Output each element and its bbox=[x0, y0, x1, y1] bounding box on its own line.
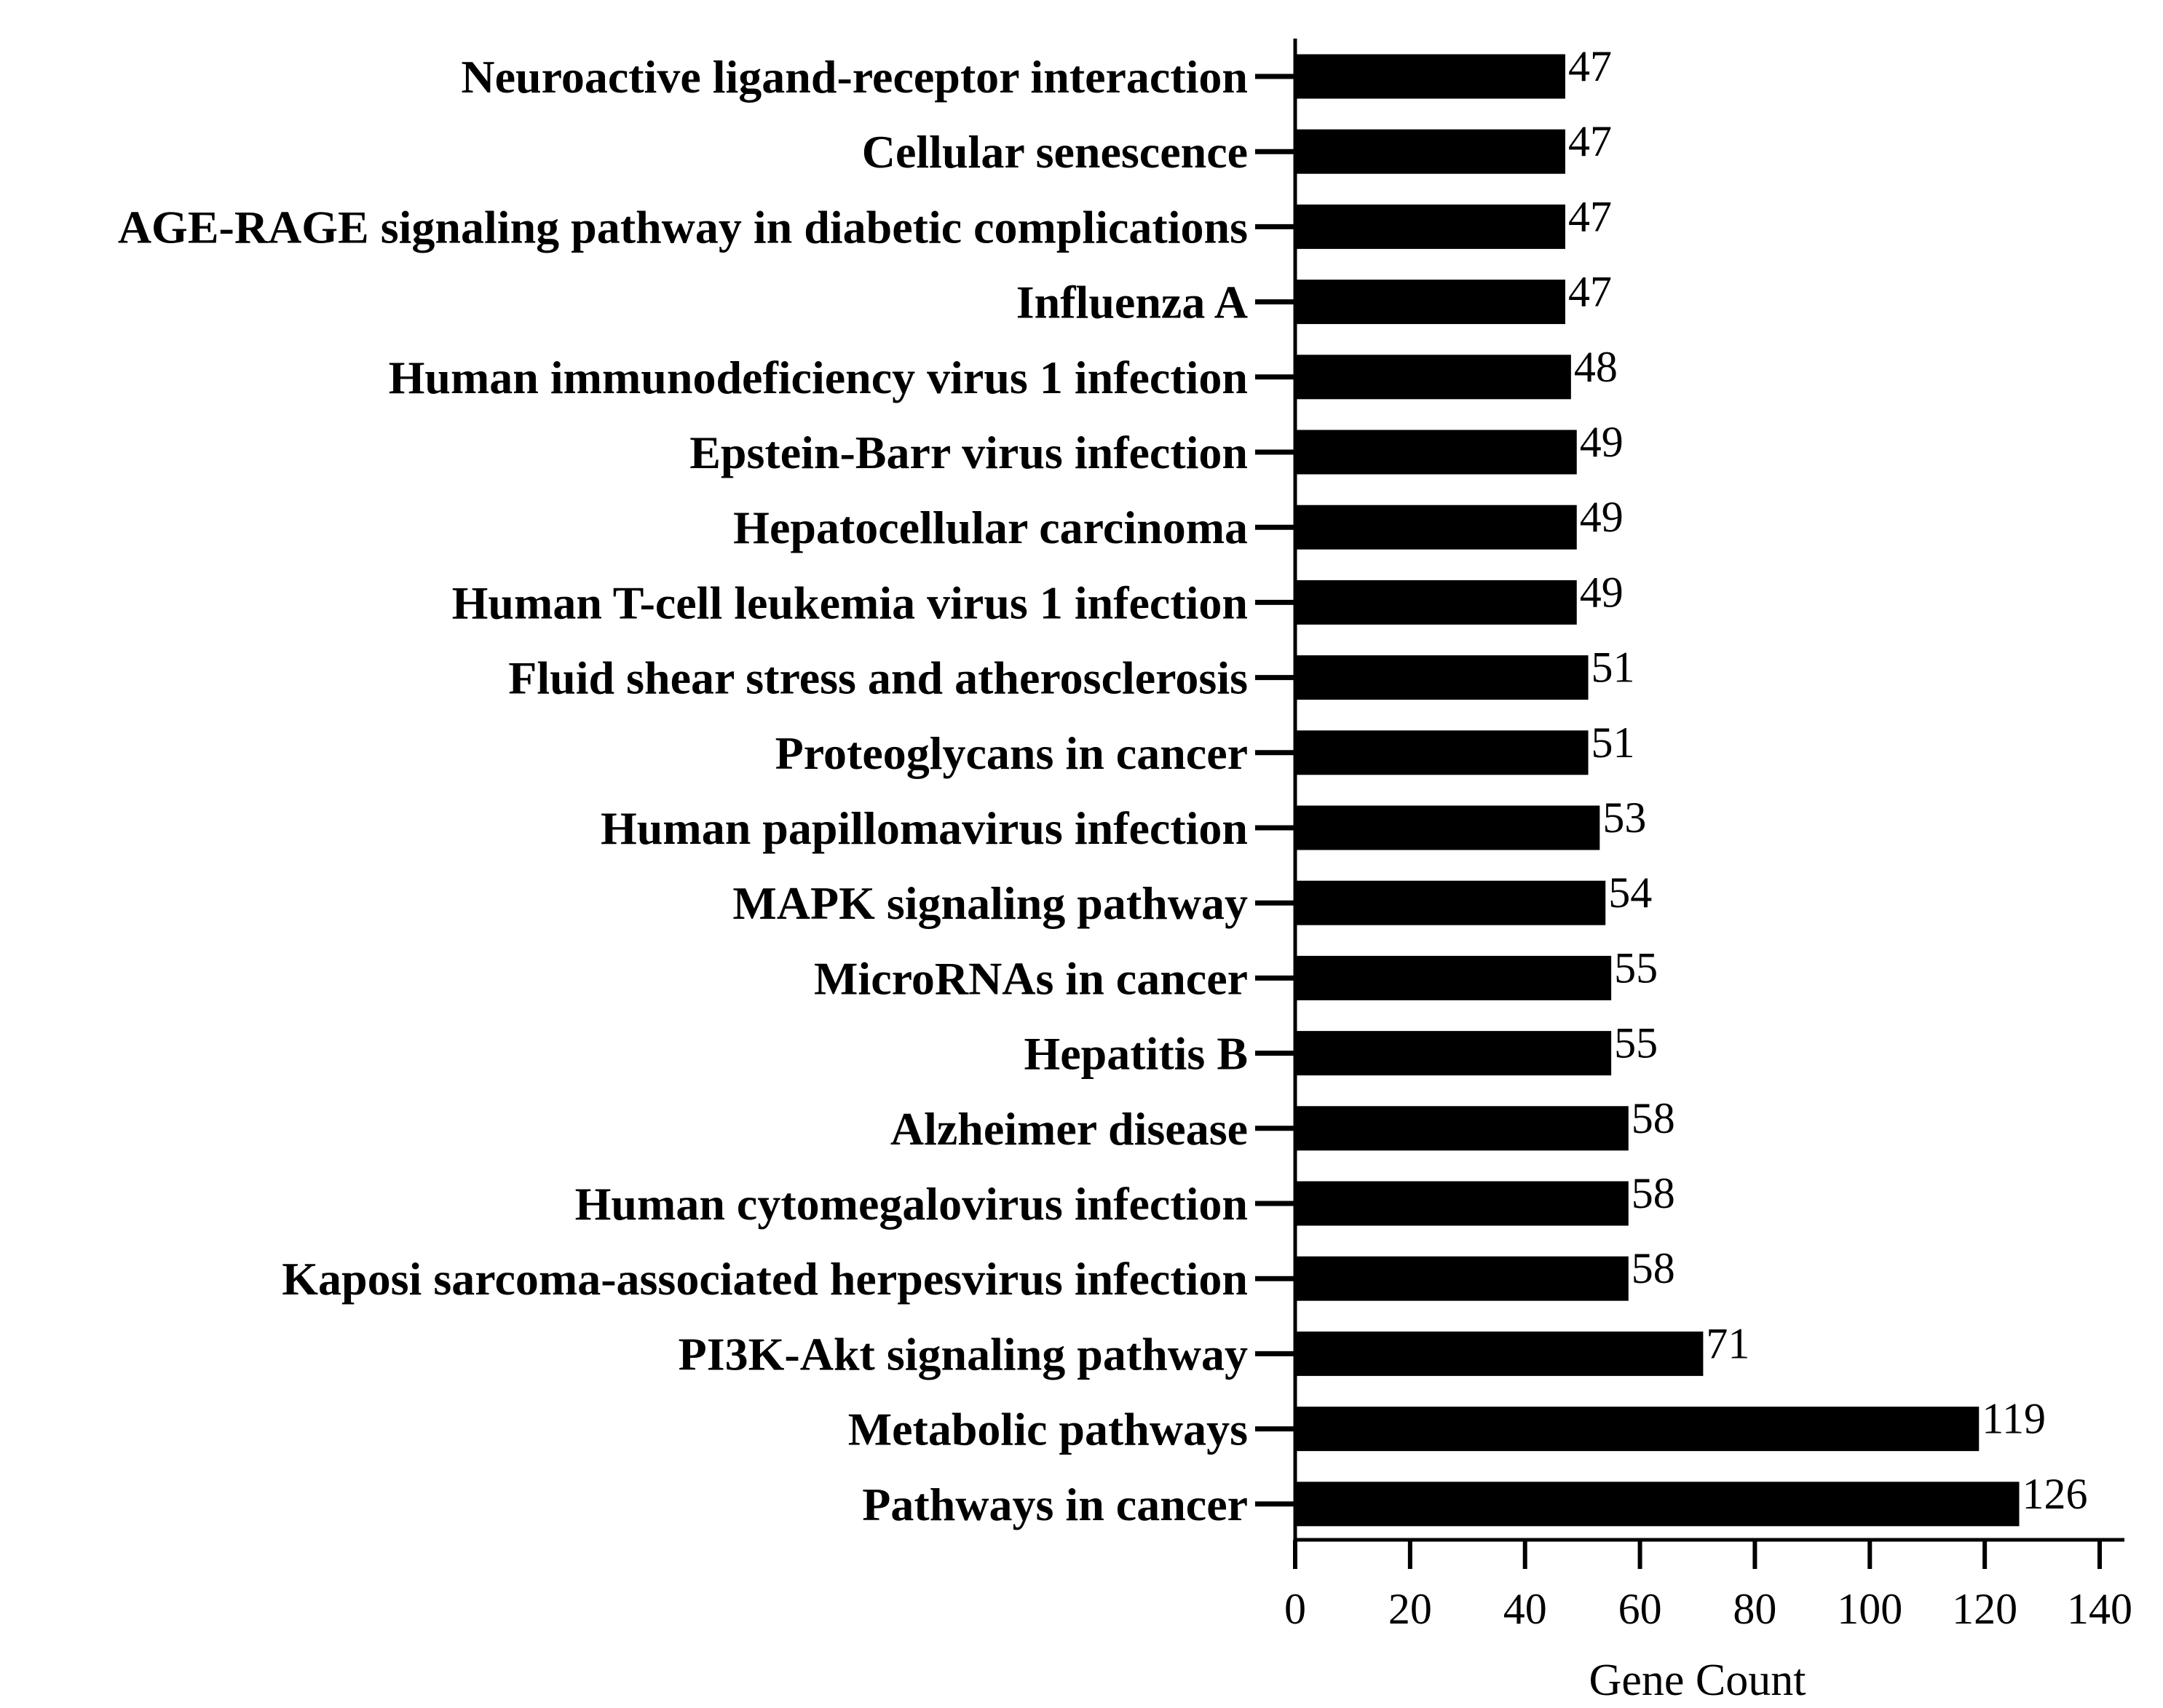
y-tick-label: Alzheimer disease bbox=[890, 1103, 1248, 1155]
bar bbox=[1295, 54, 1565, 99]
bar bbox=[1295, 1482, 2020, 1527]
data-label: 49 bbox=[1580, 493, 1624, 541]
y-tick-label: PI3K-Akt signaling pathway bbox=[679, 1328, 1248, 1380]
y-tick-label: Hepatocellular carcinoma bbox=[733, 502, 1248, 553]
x-tick-label: 140 bbox=[2067, 1585, 2132, 1633]
data-label: 49 bbox=[1580, 418, 1624, 466]
y-tick-label: Metabolic pathways bbox=[848, 1404, 1248, 1455]
bar bbox=[1295, 1031, 1612, 1076]
data-label: 55 bbox=[1614, 1019, 1658, 1067]
data-label: 47 bbox=[1568, 42, 1612, 90]
data-label: 51 bbox=[1591, 644, 1635, 692]
bars-group: 47 47 47 47 48 49 49 49 51 51 53 54 55 55 58 58 58 71 119 1… bbox=[1295, 42, 2088, 1527]
y-tick-label: Epstein-Barr virus infection bbox=[689, 427, 1248, 478]
y-tick-label: MAPK signaling pathway bbox=[732, 877, 1248, 929]
bar bbox=[1295, 1407, 1980, 1452]
bar bbox=[1295, 430, 1577, 475]
y-tick-label: Hepatitis B bbox=[1024, 1028, 1248, 1080]
bar bbox=[1295, 805, 1600, 850]
y-tick-label: Fluid shear stress and atherosclerosis bbox=[508, 652, 1248, 704]
data-label: 55 bbox=[1614, 944, 1658, 992]
data-label: 47 bbox=[1568, 192, 1612, 240]
y-tick-label: AGE-RAGE signaling pathway in diabetic c… bbox=[118, 201, 1248, 253]
data-label: 119 bbox=[1982, 1395, 2046, 1443]
y-tick-label: Human cytomegalovirus infection bbox=[575, 1178, 1248, 1230]
axes-group: Neuroactive ligand-receptor interaction C… bbox=[118, 39, 2132, 1633]
y-tick-label: Proteoglycans in cancer bbox=[775, 727, 1248, 779]
bar bbox=[1295, 129, 1565, 174]
data-label: 48 bbox=[1574, 343, 1618, 391]
x-axis-label: Gene Count bbox=[1589, 1656, 1806, 1705]
bar bbox=[1295, 1331, 1704, 1376]
data-label: 51 bbox=[1591, 719, 1635, 767]
bar bbox=[1295, 505, 1577, 550]
y-tick-label: Human immunodeficiency virus 1 infection bbox=[389, 352, 1248, 403]
y-tick-label: MicroRNAs in cancer bbox=[814, 952, 1248, 1004]
data-label: 47 bbox=[1568, 117, 1612, 165]
data-label: 54 bbox=[1608, 869, 1652, 917]
x-tick-label: 40 bbox=[1503, 1585, 1547, 1633]
bar bbox=[1295, 280, 1565, 325]
bar bbox=[1295, 580, 1577, 625]
y-tick-label: Human T-cell leukemia virus 1 infection bbox=[452, 577, 1248, 628]
x-tick-label: 0 bbox=[1284, 1585, 1306, 1633]
x-tick-label: 60 bbox=[1618, 1585, 1662, 1633]
data-label: 47 bbox=[1568, 268, 1612, 316]
y-tick-label: Kaposi sarcoma-associated herpesvirus in… bbox=[282, 1253, 1248, 1305]
y-tick-label: Human papillomavirus infection bbox=[601, 802, 1248, 854]
x-tick-label: 80 bbox=[1733, 1585, 1776, 1633]
bar bbox=[1295, 730, 1589, 775]
data-label: 58 bbox=[1632, 1169, 1675, 1217]
data-label: 126 bbox=[2022, 1470, 2088, 1518]
y-tick-label: Cellular senescence bbox=[862, 126, 1248, 178]
data-label: 49 bbox=[1580, 568, 1624, 616]
bar bbox=[1295, 204, 1565, 249]
bar bbox=[1295, 655, 1589, 700]
bar bbox=[1295, 355, 1571, 400]
data-label: 58 bbox=[1632, 1094, 1675, 1142]
y-tick-label: Influenza A bbox=[1016, 277, 1248, 328]
y-tick-label: Neuroactive ligand-receptor interaction bbox=[461, 51, 1248, 103]
bar bbox=[1295, 880, 1606, 925]
x-tick-label: 120 bbox=[1952, 1585, 2017, 1633]
data-label: 53 bbox=[1602, 794, 1646, 842]
y-tick-label: Pathways in cancer bbox=[862, 1479, 1248, 1530]
x-tick-label: 20 bbox=[1388, 1585, 1432, 1633]
data-label: 58 bbox=[1632, 1244, 1675, 1292]
bar bbox=[1295, 1256, 1629, 1301]
bar bbox=[1295, 1181, 1629, 1226]
bar bbox=[1295, 955, 1612, 1000]
data-label: 71 bbox=[1706, 1319, 1749, 1367]
bar bbox=[1295, 1106, 1629, 1151]
x-tick-label: 100 bbox=[1837, 1585, 1902, 1633]
